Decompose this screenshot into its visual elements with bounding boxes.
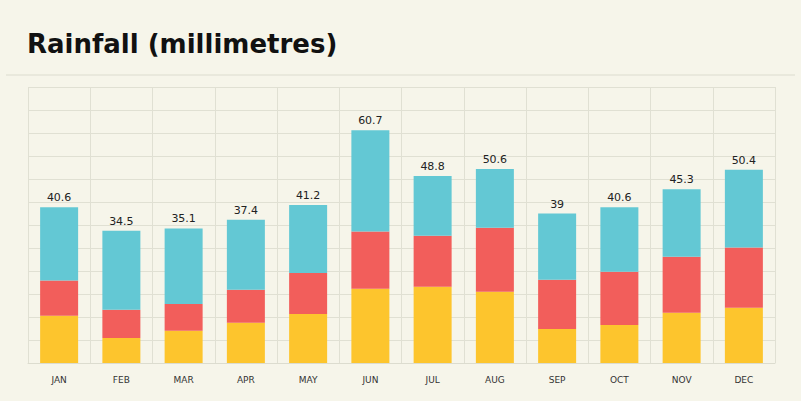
- svg-text:JUL: JUL: [424, 375, 439, 385]
- svg-text:40.6: 40.6: [607, 191, 632, 204]
- svg-text:OCT: OCT: [610, 375, 629, 385]
- svg-text:50.4: 50.4: [732, 154, 757, 167]
- svg-text:MAY: MAY: [299, 375, 318, 385]
- svg-text:FEB: FEB: [113, 375, 130, 385]
- svg-text:Rainfall (millimetres): Rainfall (millimetres): [27, 29, 337, 59]
- svg-text:40.6: 40.6: [47, 191, 72, 204]
- svg-text:39: 39: [550, 198, 564, 211]
- svg-text:APR: APR: [237, 375, 255, 385]
- svg-text:AUG: AUG: [485, 375, 505, 385]
- svg-text:60.7: 60.7: [358, 114, 383, 127]
- svg-text:MAR: MAR: [174, 375, 194, 385]
- svg-text:35.1: 35.1: [171, 212, 196, 225]
- svg-text:JUN: JUN: [361, 375, 378, 385]
- svg-text:45.3: 45.3: [669, 173, 694, 186]
- svg-text:DEC: DEC: [734, 375, 753, 385]
- svg-text:48.8: 48.8: [420, 160, 445, 173]
- svg-text:34.5: 34.5: [109, 215, 134, 228]
- svg-text:41.2: 41.2: [296, 189, 321, 202]
- svg-text:JAN: JAN: [50, 375, 66, 385]
- svg-text:37.4: 37.4: [234, 204, 259, 217]
- svg-text:SEP: SEP: [549, 375, 566, 385]
- svg-text:50.6: 50.6: [483, 153, 508, 166]
- svg-text:NOV: NOV: [672, 375, 693, 385]
